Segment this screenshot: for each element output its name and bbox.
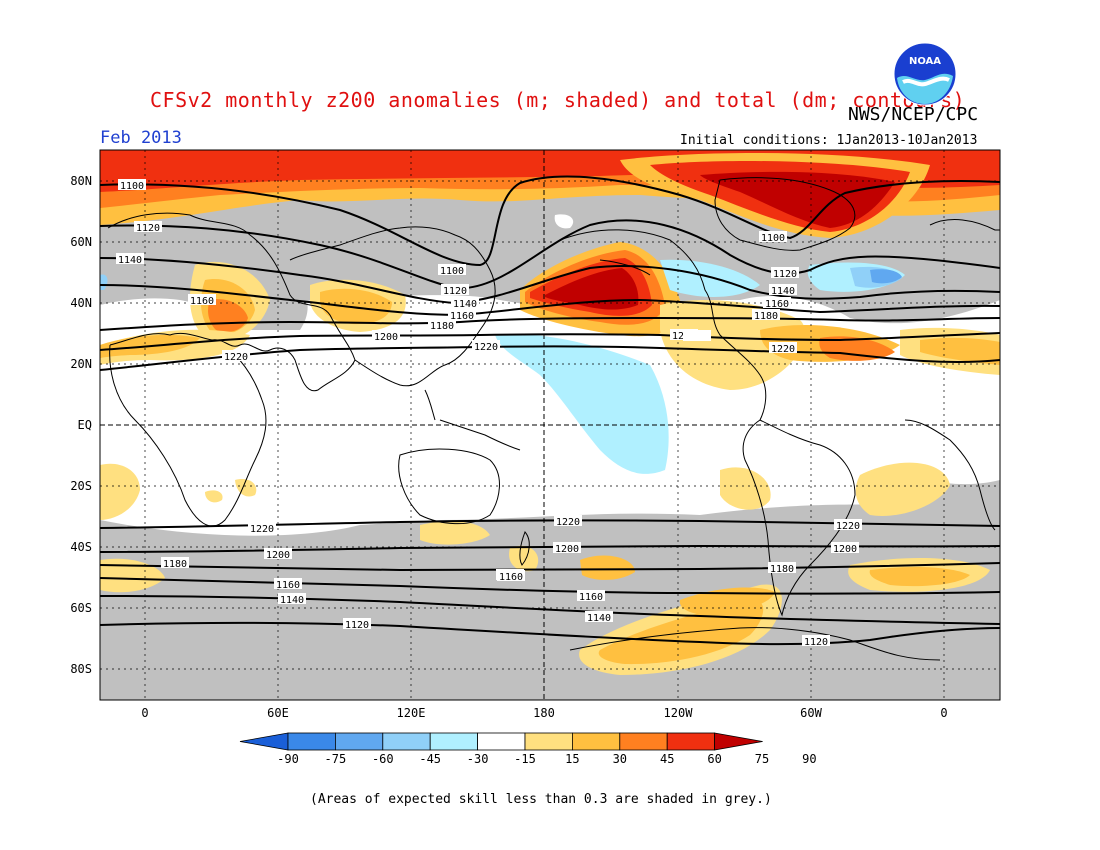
colorbar-tick-label: 15 xyxy=(565,752,579,766)
contour-label: 1120 xyxy=(804,637,828,648)
contour-1140-sh xyxy=(100,595,1000,625)
contour-label: 1220 xyxy=(771,344,795,355)
colorbar: -90 -75 -60 -45 -30 -15 15 30 45 60 75 90 xyxy=(239,732,817,766)
contour-label: 1140 xyxy=(587,613,611,624)
contour-label: 1220 xyxy=(836,521,860,532)
colorbar-arrow-right xyxy=(714,732,763,751)
contour-1160-sh xyxy=(100,577,1000,595)
contour-label: 1180 xyxy=(430,321,454,332)
lat-tick-label: 80S xyxy=(70,662,92,676)
colorbar-tick-label: -60 xyxy=(372,752,394,766)
negative-anomaly-shading xyxy=(100,214,905,474)
contour-label: 1120 xyxy=(136,223,160,234)
contour-label: 1200 xyxy=(374,332,398,343)
colorbar-tick-label: 30 xyxy=(613,752,627,766)
lat-tick-label: 60S xyxy=(70,601,92,615)
contour-label: 1160 xyxy=(765,299,789,310)
agency-label: NWS/NCEP/CPC xyxy=(848,104,979,125)
lon-tick-label: 120W xyxy=(664,706,694,720)
colorbar-tick-label: -15 xyxy=(514,752,536,766)
lon-tick-label: 180 xyxy=(533,706,555,720)
height-contours xyxy=(100,175,1000,646)
colorbar-tick-label: -45 xyxy=(419,752,441,766)
colorbar-segment xyxy=(382,732,431,751)
contour-label: 1140 xyxy=(118,255,142,266)
lon-tick-label: 0 xyxy=(141,706,148,720)
contour-label: 1200 xyxy=(555,544,579,555)
contour-1200 xyxy=(100,332,1000,351)
contour-label: 1140 xyxy=(453,299,477,310)
contour-1160 xyxy=(100,284,1000,317)
colorbar-segment xyxy=(287,732,336,751)
colorbar-segment xyxy=(619,732,668,751)
contour-label: 1160 xyxy=(450,311,474,322)
contour-1180-sh xyxy=(100,562,1000,572)
skill-note: (Areas of expected skill less than 0.3 a… xyxy=(310,792,772,807)
colorbar-segment xyxy=(666,732,716,751)
lat-tick-label: 40N xyxy=(70,296,92,310)
contour-label: 1200 xyxy=(833,544,857,555)
longitude-axis: 0 60E 120E 180 120W 60W 0 xyxy=(141,706,947,720)
contour-label: 1160 xyxy=(499,572,523,583)
forecast-period: Feb 2013 xyxy=(100,128,182,148)
colorbar-segment xyxy=(524,732,573,751)
contour-label: 1180 xyxy=(163,559,187,570)
lat-tick-label: 80N xyxy=(70,174,92,188)
contour-label: 1120 xyxy=(773,269,797,280)
lon-tick-label: 60W xyxy=(800,706,822,720)
contour-label: 1160 xyxy=(190,296,214,307)
lon-tick-label: 60E xyxy=(267,706,289,720)
lat-tick-label: 40S xyxy=(70,540,92,554)
contour-label: 1220 xyxy=(224,352,248,363)
contour-label: 1120 xyxy=(443,286,467,297)
colorbar-segment xyxy=(334,732,384,751)
contour-1100 xyxy=(100,175,1000,267)
noaa-logo: NOAA xyxy=(893,42,957,106)
colorbar-tick-label: -30 xyxy=(467,752,489,766)
contour-label: 1160 xyxy=(579,592,603,603)
lon-tick-label: 120E xyxy=(397,706,426,720)
map-title: CFSv2 monthly z200 anomalies (m; shaded)… xyxy=(150,88,966,112)
colorbar-tick-label: 75 xyxy=(755,752,769,766)
contour-label: 1160 xyxy=(276,580,300,591)
lon-tick-label: 0 xyxy=(940,706,947,720)
lat-tick-label: 20N xyxy=(70,357,92,371)
colorbar-tick-label: 45 xyxy=(660,752,674,766)
contour-label: 1180 xyxy=(754,311,778,322)
lat-tick-label: 20S xyxy=(70,479,92,493)
contour-1180 xyxy=(100,317,1000,331)
contour-label: 1180 xyxy=(770,564,794,575)
contour-label: 1100 xyxy=(440,266,464,277)
lat-tick-label: 60N xyxy=(70,235,92,249)
colorbar-segment xyxy=(477,732,526,751)
contour-labels: 1100 1120 1140 1160 1220 1200 1100 1120 … xyxy=(116,179,862,648)
contour-1120 xyxy=(100,219,1000,290)
contour-label: 1220 xyxy=(250,524,274,535)
colorbar-tick-label: -90 xyxy=(277,752,299,766)
lat-tick-label: EQ xyxy=(78,418,92,432)
contour-1220 xyxy=(100,345,1000,371)
initial-conditions: Initial conditions: 1Jan2013-10Jan2013 xyxy=(680,133,978,148)
contour-label: 1220 xyxy=(474,342,498,353)
contour-label: 1140 xyxy=(280,595,304,606)
latitude-axis: 80N 60N 40N 20N EQ 20S 40S 60S 80S xyxy=(70,174,92,676)
contour-label: 1100 xyxy=(120,181,144,192)
contour-label: 1220 xyxy=(556,517,580,528)
contour-label: 1140 xyxy=(771,286,795,297)
contour-label: 1100 xyxy=(761,233,785,244)
colorbar-segment xyxy=(429,732,479,751)
colorbar-tick-label: -75 xyxy=(325,752,347,766)
contour-1140 xyxy=(100,257,1000,305)
contour-label: 1200 xyxy=(266,550,290,561)
colorbar-segment xyxy=(572,732,621,751)
colorbar-tick-label: 60 xyxy=(707,752,721,766)
contour-label: 1120 xyxy=(345,620,369,631)
colorbar-tick-label: 90 xyxy=(802,752,816,766)
map-frame xyxy=(99,149,1001,701)
contour-1120-sh xyxy=(100,621,1000,646)
logo-text: NOAA xyxy=(909,56,941,67)
colorbar-arrow-left xyxy=(239,732,289,751)
